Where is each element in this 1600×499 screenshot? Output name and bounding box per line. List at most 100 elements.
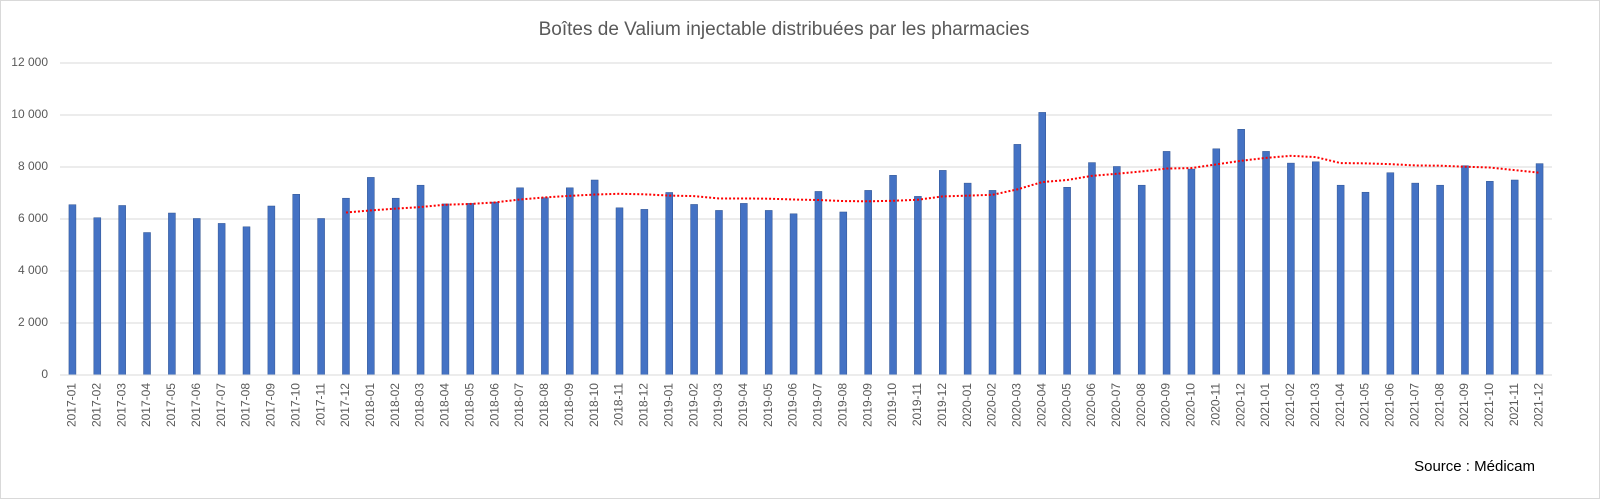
- bar: [143, 232, 151, 376]
- x-tick-label: 2017-07: [214, 383, 228, 427]
- x-tick-label: 2018-05: [462, 383, 476, 427]
- x-tick-label: 2021-02: [1283, 383, 1297, 427]
- x-tick-label: 2020-10: [1184, 383, 1198, 427]
- x-tick-label: 2021-12: [1532, 383, 1546, 427]
- bar: [665, 192, 673, 376]
- bar: [292, 194, 300, 376]
- bar: [217, 223, 226, 376]
- chart-title: Boîtes de Valium injectable distribuées …: [539, 19, 1030, 40]
- x-tick-label: 2017-02: [89, 383, 103, 427]
- y-tick-label: 2 000: [18, 315, 48, 329]
- bar: [416, 184, 425, 376]
- x-tick-label: 2018-02: [388, 383, 402, 427]
- bar: [1386, 172, 1395, 376]
- x-tick-label: 2017-04: [139, 383, 153, 427]
- x-tick-label: 2020-11: [1208, 383, 1222, 426]
- bar: [391, 197, 400, 376]
- bar: [317, 218, 325, 376]
- bar: [193, 218, 201, 376]
- bar: [1361, 191, 1370, 376]
- x-tick-label: 2018-08: [537, 383, 551, 427]
- x-tick-label: 2020-02: [985, 383, 999, 427]
- bar: [367, 177, 375, 376]
- bar: [963, 182, 972, 376]
- bar: [118, 205, 126, 376]
- x-tick-label: 2021-10: [1482, 383, 1496, 427]
- x-tick-label: 2020-03: [1010, 383, 1024, 427]
- bar: [1336, 184, 1345, 376]
- bar: [839, 211, 848, 376]
- bar: [640, 209, 649, 376]
- bar: [590, 179, 599, 376]
- bar: [1461, 165, 1469, 376]
- bar: [1013, 144, 1022, 376]
- x-tick-label: 2018-04: [438, 383, 452, 427]
- source-note: Source : Médicam: [1414, 458, 1535, 475]
- bar: [1312, 161, 1320, 376]
- y-tick-label: 4 000: [18, 263, 48, 277]
- x-tick-label: 2020-12: [1233, 383, 1247, 427]
- bar: [1113, 166, 1121, 376]
- x-tick-label: 2019-10: [885, 383, 899, 427]
- bar: [1287, 162, 1295, 376]
- bar: [1038, 112, 1046, 376]
- x-tick-label: 2017-09: [264, 383, 278, 427]
- x-tick-label: 2020-09: [1159, 383, 1173, 427]
- x-tick-label: 2017-03: [114, 383, 128, 427]
- x-tick-label: 2020-01: [960, 383, 974, 427]
- x-tick-label: 2019-08: [835, 383, 849, 427]
- bar: [541, 197, 549, 376]
- bar: [466, 203, 475, 376]
- bar: [1411, 182, 1419, 376]
- y-tick-label: 10 000: [11, 107, 48, 121]
- bar: [764, 210, 773, 376]
- bar: [988, 190, 997, 376]
- bar: [690, 204, 698, 376]
- bar: [491, 201, 499, 376]
- bar: [168, 212, 176, 376]
- bar: [1486, 181, 1494, 376]
- x-tick-label: 2020-05: [1059, 383, 1073, 427]
- x-tick-label: 2017-01: [65, 383, 79, 427]
- x-tick-label: 2019-04: [736, 383, 750, 427]
- x-tick-label: 2018-01: [363, 383, 377, 427]
- x-tick-label: 2018-07: [512, 383, 526, 427]
- x-tick-label: 2020-06: [1084, 383, 1098, 427]
- bar: [814, 191, 823, 376]
- x-tick-label: 2021-11: [1507, 383, 1521, 426]
- x-tick-label: 2017-08: [239, 383, 253, 427]
- bar: [1262, 151, 1270, 376]
- x-tick-label: 2018-03: [413, 383, 427, 427]
- bar: [864, 190, 872, 376]
- x-tick-label: 2020-04: [1034, 383, 1048, 427]
- bar: [342, 197, 350, 376]
- bar: [615, 207, 624, 376]
- x-tick-label: 2021-08: [1432, 383, 1446, 427]
- x-tick-label: 2020-08: [1134, 383, 1148, 427]
- bar: [889, 175, 897, 376]
- x-tick-label: 2021-05: [1358, 383, 1372, 427]
- bar: [68, 204, 77, 376]
- trend-line: [345, 154, 1540, 214]
- bar: [267, 205, 276, 376]
- y-tick-label: 6 000: [18, 211, 48, 225]
- x-tick-label: 2017-10: [288, 383, 302, 427]
- bar: [441, 203, 450, 376]
- x-tick-label: 2019-03: [711, 383, 725, 427]
- x-tick-label: 2019-01: [661, 383, 675, 427]
- bar: [516, 187, 524, 376]
- bar: [914, 196, 922, 376]
- x-tick-label: 2019-11: [910, 383, 924, 426]
- x-tick-label: 2021-03: [1308, 383, 1322, 427]
- bar: [789, 213, 798, 376]
- x-tick-label: 2021-09: [1457, 383, 1471, 427]
- x-tick-label: 2019-07: [811, 383, 825, 427]
- bar: [1510, 179, 1519, 376]
- x-tick-label: 2019-02: [686, 383, 700, 427]
- bar: [1088, 162, 1096, 376]
- bar: [1063, 187, 1071, 376]
- x-tick-label: 2018-06: [487, 383, 501, 427]
- x-tick-label: 2017-12: [338, 383, 352, 427]
- y-tick-label: 8 000: [18, 159, 48, 173]
